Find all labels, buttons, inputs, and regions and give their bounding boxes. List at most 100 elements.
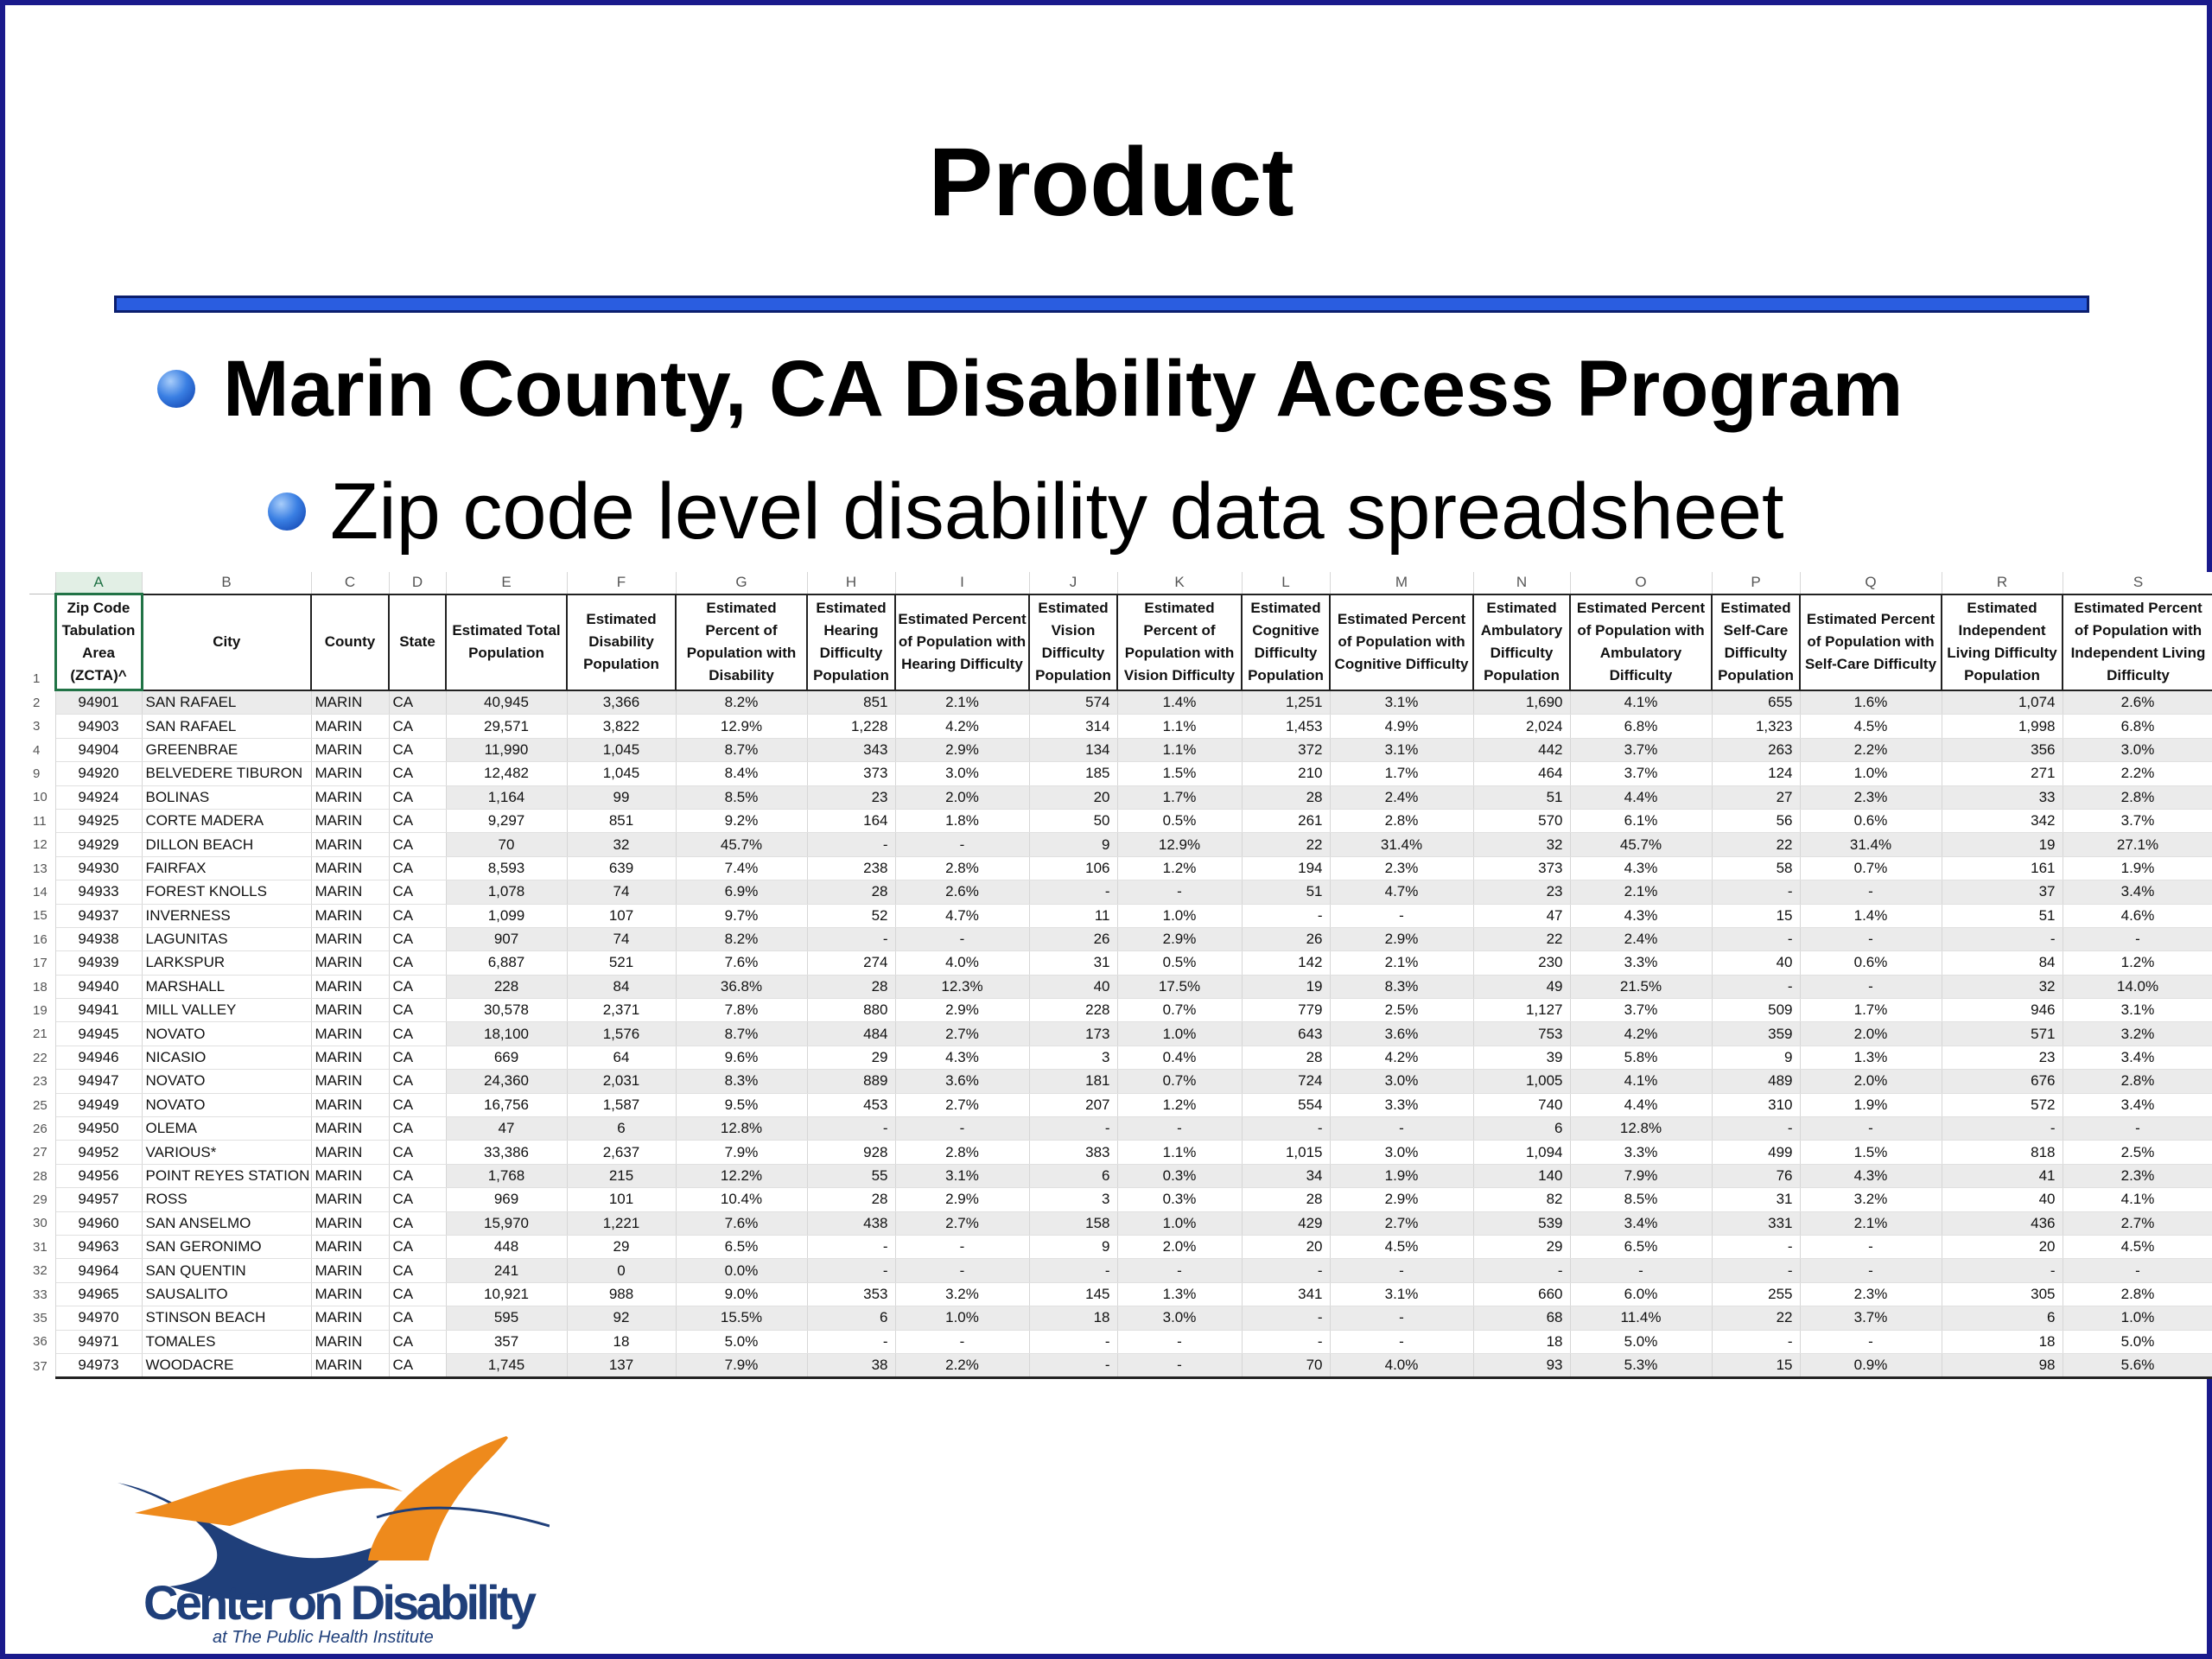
table-cell[interactable]: 274 (806, 950, 895, 976)
table-cell[interactable]: 22 (1241, 832, 1330, 857)
row-number[interactable]: 19 (29, 998, 56, 1022)
table-cell[interactable]: 3.2% (894, 1282, 1029, 1307)
table-cell[interactable]: 10.4% (675, 1187, 807, 1212)
table-cell[interactable]: 215 (566, 1164, 676, 1189)
table-cell[interactable]: TOMALES (141, 1330, 311, 1354)
table-cell[interactable]: 310 (1711, 1093, 1800, 1118)
table-cell[interactable]: 2.1% (1569, 880, 1712, 905)
table-cell[interactable]: 8.3% (675, 1069, 807, 1094)
table-cell[interactable]: 3.3% (1569, 950, 1712, 976)
table-cell[interactable]: 32 (566, 832, 676, 857)
header-cell[interactable]: Estimated Percent of Population with Hea… (894, 593, 1030, 691)
table-cell[interactable]: 94937 (54, 904, 142, 928)
table-cell[interactable]: CA (388, 1211, 446, 1236)
table-cell[interactable]: MARIN (310, 1187, 389, 1212)
table-cell[interactable]: 724 (1241, 1069, 1330, 1094)
table-cell[interactable]: 2.9% (894, 998, 1029, 1023)
table-cell[interactable]: 6 (566, 1116, 676, 1141)
table-cell[interactable]: - (1329, 1116, 1473, 1141)
table-cell[interactable]: 210 (1241, 761, 1330, 786)
table-cell[interactable]: 4.3% (1569, 904, 1712, 928)
table-cell[interactable]: 4.0% (1329, 1353, 1473, 1380)
table-cell[interactable]: NOVATO (141, 1093, 311, 1118)
table-cell[interactable]: 2.5% (2062, 1140, 2212, 1165)
row-number[interactable]: 26 (29, 1116, 56, 1141)
table-cell[interactable]: 779 (1241, 998, 1330, 1023)
table-cell[interactable]: 2.2% (894, 1353, 1029, 1380)
column-header-m[interactable]: M (1330, 572, 1474, 594)
table-cell[interactable]: 2.9% (894, 738, 1029, 763)
table-cell[interactable]: CA (388, 1306, 446, 1331)
table-cell[interactable]: 2.7% (894, 1211, 1029, 1236)
table-cell[interactable]: 660 (1472, 1282, 1570, 1307)
table-cell[interactable]: CA (388, 998, 446, 1023)
table-cell[interactable]: GREENBRAE (141, 738, 311, 763)
table-cell[interactable]: 6 (806, 1306, 895, 1331)
header-cell[interactable]: Estimated Percent of Population with Cog… (1329, 593, 1474, 691)
table-cell[interactable]: 3.4% (2062, 1046, 2212, 1071)
table-cell[interactable]: 92 (566, 1306, 676, 1331)
table-cell[interactable]: INVERNESS (141, 904, 311, 928)
table-cell[interactable]: CA (388, 832, 446, 857)
row-number[interactable]: 33 (29, 1282, 56, 1306)
table-cell[interactable]: - (1799, 975, 1942, 1000)
table-cell[interactable]: SAN GERONIMO (141, 1235, 311, 1260)
table-cell[interactable]: 94963 (54, 1235, 142, 1260)
table-cell[interactable]: 3.4% (2062, 1093, 2212, 1118)
row-number[interactable]: 18 (29, 975, 56, 999)
table-cell[interactable]: 27 (1711, 785, 1800, 810)
table-cell[interactable]: 946 (1941, 998, 2063, 1023)
table-cell[interactable]: 3.4% (2062, 880, 2212, 905)
table-cell[interactable]: MARIN (310, 1211, 389, 1236)
table-cell[interactable]: 15,970 (445, 1211, 567, 1236)
table-cell[interactable]: 28 (1241, 1046, 1330, 1071)
table-cell[interactable]: CA (388, 1069, 446, 1094)
table-cell[interactable]: MARIN (310, 738, 389, 763)
corner-cell[interactable] (29, 572, 56, 594)
column-header-k[interactable]: K (1117, 572, 1243, 594)
table-cell[interactable]: 7.9% (1569, 1164, 1712, 1189)
table-cell[interactable]: 3.2% (2062, 1021, 2212, 1046)
table-cell[interactable]: 18 (1941, 1330, 2063, 1354)
column-header-i[interactable]: I (895, 572, 1030, 594)
table-cell[interactable]: 94964 (54, 1258, 142, 1283)
table-cell[interactable]: - (1116, 1116, 1242, 1141)
table-cell[interactable]: - (1241, 1116, 1330, 1141)
table-cell[interactable]: - (1799, 880, 1942, 905)
table-cell[interactable]: 2.2% (1799, 738, 1942, 763)
table-cell[interactable]: 58 (1711, 856, 1800, 881)
table-cell[interactable]: 2.3% (1799, 785, 1942, 810)
table-cell[interactable]: 4.1% (1569, 690, 1712, 715)
table-cell[interactable]: 0.7% (1116, 998, 1242, 1023)
table-cell[interactable]: 851 (566, 809, 676, 834)
table-cell[interactable]: VARIOUS* (141, 1140, 311, 1165)
table-cell[interactable]: - (1799, 1330, 1942, 1354)
table-cell[interactable]: 6 (1941, 1306, 2063, 1331)
table-cell[interactable]: - (894, 1258, 1029, 1283)
table-cell[interactable]: 889 (806, 1069, 895, 1094)
table-cell[interactable]: 8.4% (675, 761, 807, 786)
column-header-j[interactable]: J (1029, 572, 1118, 594)
header-cell[interactable]: Estimated Hearing Difficulty Population (806, 593, 896, 691)
table-cell[interactable]: 489 (1711, 1069, 1800, 1094)
row-number[interactable]: 12 (29, 832, 56, 857)
table-cell[interactable]: 207 (1028, 1093, 1117, 1118)
table-cell[interactable]: 28 (806, 1187, 895, 1212)
table-cell[interactable]: 988 (566, 1282, 676, 1307)
header-cell[interactable]: County (310, 593, 390, 691)
column-header-l[interactable]: L (1242, 572, 1331, 594)
table-cell[interactable]: 4.2% (894, 714, 1029, 739)
row-number[interactable]: 28 (29, 1164, 56, 1188)
table-cell[interactable]: - (1711, 1258, 1800, 1283)
table-cell[interactable]: LAGUNITAS (141, 927, 311, 952)
table-cell[interactable]: 28 (806, 880, 895, 905)
table-cell[interactable]: 29,571 (445, 714, 567, 739)
table-cell[interactable]: MARIN (310, 809, 389, 834)
table-cell[interactable]: 6.0% (1569, 1282, 1712, 1307)
table-cell[interactable]: MARIN (310, 1330, 389, 1354)
table-cell[interactable]: 94929 (54, 832, 142, 857)
table-cell[interactable]: BOLINAS (141, 785, 311, 810)
table-cell[interactable]: SAN RAFAEL (141, 714, 311, 739)
table-cell[interactable]: 255 (1711, 1282, 1800, 1307)
table-cell[interactable]: MARIN (310, 904, 389, 928)
